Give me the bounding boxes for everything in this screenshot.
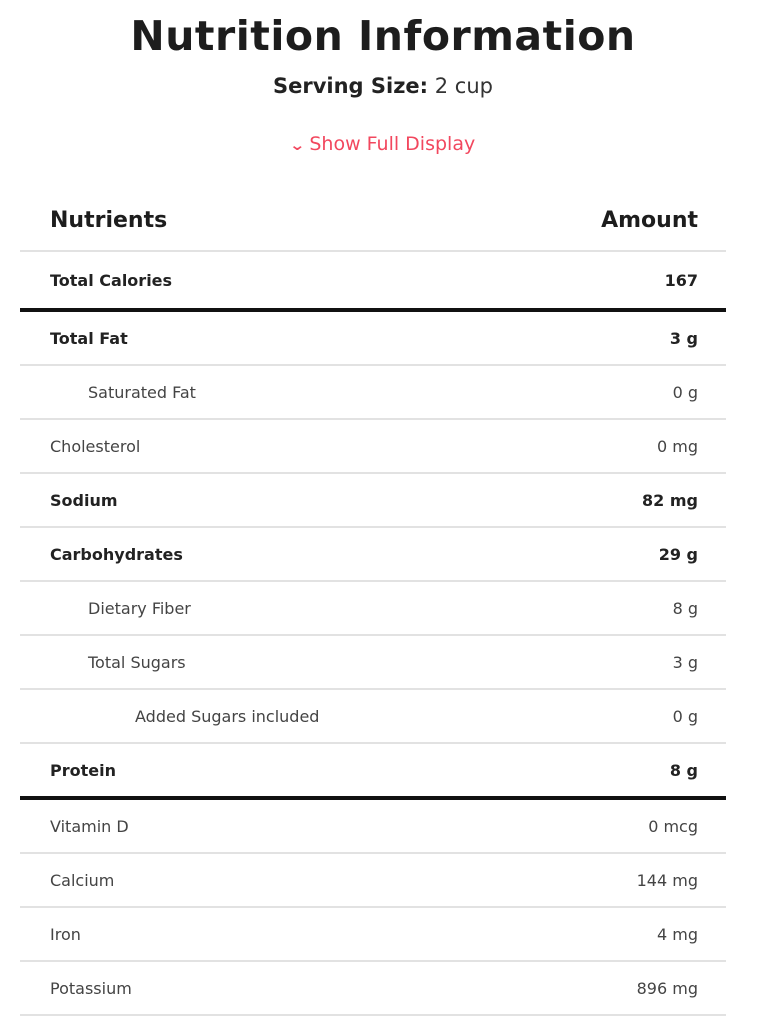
nutrient-name: Total Sugars	[20, 635, 500, 690]
table-row: Total Calories 167	[20, 251, 726, 312]
nutrient-name: Carbohydrates	[20, 527, 500, 582]
nutrient-amount: 8 g	[499, 581, 726, 636]
nutrient-amount: 3 g	[499, 635, 726, 690]
nutrient-amount: 8 g	[499, 743, 726, 800]
nutrient-amount: 167	[499, 251, 726, 312]
nutrient-amount: 3 g	[499, 310, 726, 366]
chevron-down-icon: ⌄	[288, 136, 306, 154]
table-row: Iron 4 mg	[20, 907, 726, 962]
nutrient-name: Saturated Fat	[20, 365, 500, 420]
nutrient-name: Dietary Fiber	[20, 581, 500, 636]
serving-size-label: Serving Size:	[272, 74, 429, 98]
nutrient-name: Sodium	[20, 473, 500, 528]
table-row: Cholesterol 0 mg	[20, 419, 726, 474]
nutrient-amount: 0 mcg	[499, 798, 726, 854]
nutrient-amount: 896 mg	[499, 961, 726, 1016]
nutrient-amount: 82 mg	[499, 473, 726, 528]
table-row: Total Fat 3 g	[20, 310, 726, 366]
nutrient-amount: 4 mg	[499, 907, 726, 962]
table-header: Nutrients Amount	[20, 190, 726, 252]
table-row: Potassium 896 mg	[20, 961, 726, 1016]
show-full-display-label: Show Full Display	[309, 133, 476, 155]
nutrient-name: Iron	[20, 907, 500, 962]
table-row: Total Sugars 3 g	[20, 635, 726, 690]
nutrients-header: Nutrients	[20, 190, 500, 252]
nutrient-name: Cholesterol	[20, 419, 500, 474]
table-row: Sodium 82 mg	[20, 473, 726, 528]
page-title: Nutrition Information	[130, 12, 636, 60]
table-row: Protein 8 g	[20, 743, 726, 800]
table-row: Calcium 144 mg	[20, 853, 726, 908]
nutrient-amount: 144 mg	[499, 853, 726, 908]
nutrient-name: Calcium	[20, 853, 500, 908]
table-row: Dietary Fiber 8 g	[20, 581, 726, 636]
show-full-display-button[interactable]: ⌄ Show Full Display	[0, 133, 766, 155]
nutrient-name: Protein	[20, 743, 500, 800]
nutrient-name: Vitamin D	[20, 798, 500, 854]
nutrient-amount: 0 g	[499, 689, 726, 744]
table-row: Carbohydrates 29 g	[20, 527, 726, 582]
nutrient-amount: 29 g	[499, 527, 726, 582]
table-row: Added Sugars included 0 g	[20, 689, 726, 744]
amount-header: Amount	[499, 190, 726, 252]
nutrient-name: Total Fat	[20, 310, 500, 366]
nutrient-name: Total Calories	[20, 251, 500, 312]
nutrient-amount: 0 mg	[499, 419, 726, 474]
nutrient-amount: 0 g	[499, 365, 726, 420]
serving-size: Serving Size: 2 cup	[0, 74, 766, 98]
nutrition-table: Nutrients Amount Total Calories 167 Total …	[20, 190, 726, 1016]
serving-size-value: 2 cup	[434, 74, 493, 98]
nutrient-name: Added Sugars included	[20, 689, 500, 744]
table-row: Saturated Fat 0 g	[20, 365, 726, 420]
nutrient-name: Potassium	[20, 961, 500, 1016]
